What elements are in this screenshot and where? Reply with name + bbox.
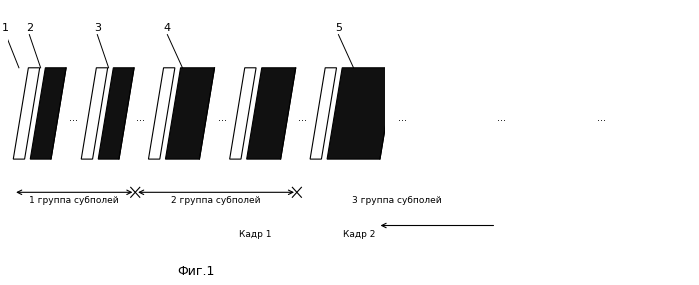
Polygon shape	[526, 68, 594, 159]
Polygon shape	[247, 68, 296, 159]
Text: 1 группа субполей: 1 группа субполей	[29, 196, 119, 205]
Text: ...: ...	[597, 113, 606, 123]
Text: ...: ...	[217, 113, 226, 123]
Polygon shape	[13, 68, 40, 159]
Text: 4: 4	[164, 23, 171, 32]
Text: Фиг.1: Фиг.1	[178, 265, 215, 278]
Text: 2 группа субполей: 2 группа субполей	[171, 196, 261, 205]
Text: ...: ...	[398, 113, 407, 123]
Text: 5: 5	[335, 23, 342, 32]
Polygon shape	[427, 68, 495, 159]
Polygon shape	[148, 68, 175, 159]
Text: Кадр 2: Кадр 2	[343, 230, 376, 239]
Text: ...: ...	[498, 113, 506, 123]
Polygon shape	[310, 68, 336, 159]
Text: 3: 3	[94, 23, 101, 32]
Text: ...: ...	[298, 113, 307, 123]
Polygon shape	[410, 68, 437, 159]
Text: Кадр 1: Кадр 1	[238, 230, 271, 239]
Polygon shape	[230, 68, 256, 159]
Polygon shape	[166, 68, 215, 159]
Text: ...: ...	[136, 113, 145, 123]
Text: 3 группа субполей: 3 группа субполей	[352, 196, 441, 205]
Polygon shape	[99, 68, 134, 159]
Polygon shape	[510, 68, 536, 159]
Text: 2: 2	[26, 23, 33, 32]
Text: 1: 1	[2, 23, 9, 32]
Text: ...: ...	[69, 113, 78, 123]
Polygon shape	[81, 68, 108, 159]
Polygon shape	[327, 68, 395, 159]
Polygon shape	[30, 68, 66, 159]
